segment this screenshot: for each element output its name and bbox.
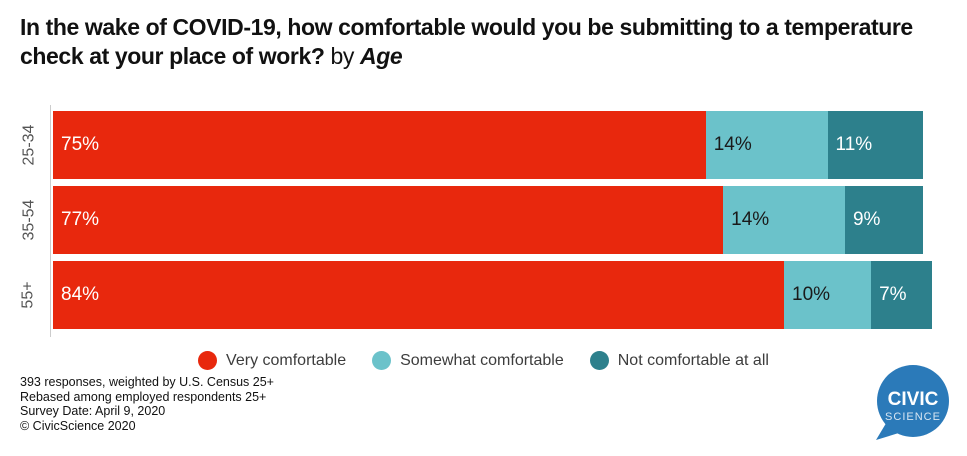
- category-label-25-34: 25-34: [11, 111, 47, 179]
- bar-value-label: 75%: [61, 134, 100, 155]
- footnote-line-1: 393 responses, weighted by U.S. Census 2…: [20, 375, 274, 389]
- legend: Very comfortable Somewhat comfortable Not …: [0, 351, 967, 370]
- page-title: In the wake of COVID-19, how comfortable…: [20, 13, 925, 71]
- category-label-text: 55+: [19, 281, 37, 309]
- bar-value-label: 14%: [731, 209, 770, 230]
- speech-bubble-icon: CIVIC SCIENCE: [876, 365, 949, 440]
- footnote-line-3: Survey Date: April 9, 2020: [20, 404, 166, 418]
- legend-label: Very comfortable: [226, 351, 347, 369]
- legend-label: Not comfortable at all: [617, 351, 769, 369]
- legend-dot-icon: [198, 351, 218, 370]
- bar-value-label: 77%: [61, 209, 100, 230]
- category-label-text: 25-34: [20, 124, 38, 166]
- category-label-55-: 55+: [11, 261, 47, 329]
- bar-segment-not-comfortable-at-all: 7%: [871, 261, 932, 329]
- legend-dot-icon: [589, 351, 609, 370]
- bar-value-label: 11%: [835, 134, 873, 155]
- bubble-tail: [876, 420, 902, 440]
- bar-rows: 25-34 75% 14% 11% 35-54 77% 14% 9% 55+ 84% 10% 7%: [20, 111, 932, 336]
- legend-dot-icon: [372, 351, 392, 370]
- title-question: In the wake of COVID-19, how comfortable…: [20, 14, 913, 69]
- bar-value-label: 10%: [792, 284, 831, 305]
- legend-item-not-comfortable-at-all: Not comfortable at all: [589, 351, 769, 370]
- legend-item-very-comfortable: Very comfortable: [198, 351, 346, 370]
- category-label-35-54: 35-54: [11, 186, 47, 254]
- bar-segment-somewhat-comfortable: 14%: [723, 186, 845, 254]
- title-group: Age: [360, 43, 403, 69]
- legend-label: Somewhat comfortable: [400, 351, 564, 369]
- bar-segment-somewhat-comfortable: 10%: [784, 261, 872, 329]
- footnotes: 393 responses, weighted by U.S. Census 2…: [20, 375, 274, 433]
- y-axis-line: [50, 105, 51, 337]
- footnote-line-4: © CivicScience 2020: [20, 418, 136, 433]
- bar-row-55-: 55+ 84% 10% 7%: [20, 261, 932, 329]
- bar-value-label: 9%: [852, 209, 881, 230]
- bar-value-label: 7%: [879, 284, 907, 305]
- logo-text-science: SCIENCE: [885, 411, 941, 423]
- bar-row-25-34: 25-34 75% 14% 11%: [20, 111, 932, 179]
- title-connector: by: [324, 43, 360, 69]
- legend-item-somewhat-comfortable: Somewhat comfortable: [372, 351, 564, 370]
- bar-value-label: 14%: [713, 134, 752, 155]
- footnote-line-2: Rebased among employed respondents 25+: [20, 389, 267, 404]
- bar-segment-not-comfortable-at-all: 11%: [827, 111, 924, 179]
- bar-row-35-54: 35-54 77% 14% 9%: [20, 186, 932, 254]
- bar-segment-very-comfortable: 75%: [53, 111, 706, 179]
- category-label-text: 35-54: [20, 199, 38, 241]
- bar-segment-very-comfortable: 77%: [53, 186, 724, 254]
- bubble-circle: [877, 365, 949, 437]
- bar-segment-somewhat-comfortable: 14%: [705, 111, 828, 179]
- bar-segment-not-comfortable-at-all: 9%: [844, 186, 924, 254]
- logo-text-civic: CIVIC: [888, 389, 939, 410]
- bar-segment-very-comfortable: 84%: [53, 261, 785, 329]
- civicscience-logo: CIVIC SCIENCE: [872, 364, 950, 444]
- bar-value-label: 84%: [61, 284, 100, 305]
